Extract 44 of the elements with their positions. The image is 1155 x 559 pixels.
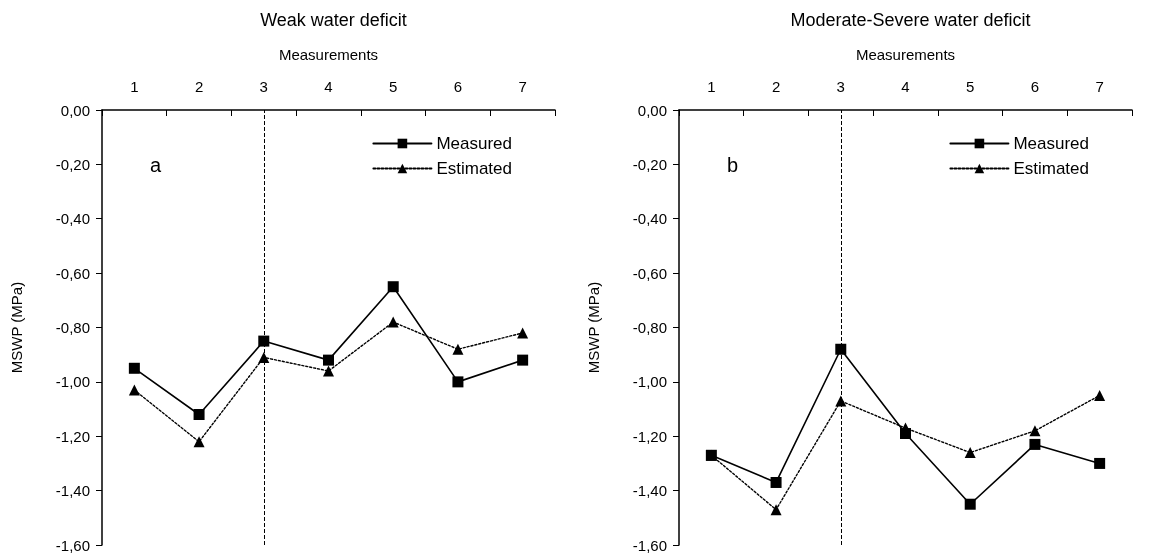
y-tick-label: -0,60 — [55, 264, 90, 282]
x-tick-label: 4 — [901, 78, 910, 95]
x-axis-title: Measurements — [278, 46, 379, 63]
y-tick-label: -1,20 — [55, 427, 90, 445]
chart-title: Moderate-Severe water deficit — [790, 10, 1031, 30]
annotation: b — [727, 154, 739, 176]
x-tick-label: 3 — [836, 78, 845, 95]
x-tick-label: 1 — [130, 78, 139, 95]
y-tick-label: 0,00 — [637, 101, 667, 119]
x-tick-label: 4 — [324, 78, 333, 95]
y-tick-label: -0,20 — [632, 155, 667, 173]
x-tick-label: 5 — [389, 78, 398, 95]
y-tick-label: -1,00 — [632, 373, 667, 391]
annotation: a — [150, 154, 162, 176]
y-tick-label: -0,80 — [55, 319, 90, 336]
x-tick-label: 7 — [518, 78, 527, 95]
y-tick-label: -1,40 — [632, 482, 667, 500]
y-tick-label: -1,40 — [55, 482, 90, 500]
x-tick-label: 7 — [1095, 78, 1104, 95]
x-tick-label: 2 — [194, 78, 204, 95]
y-tick-label: -1,60 — [632, 536, 667, 554]
x-tick-label: 2 — [771, 78, 781, 95]
y-tick-label: -1,20 — [632, 427, 667, 445]
x-axis-title: Measurements — [855, 46, 956, 63]
y-tick-label: -0,60 — [632, 264, 667, 282]
legend-label: Estimated — [1013, 159, 1089, 178]
x-tick-label: 3 — [259, 78, 268, 95]
y-tick-label: -0,40 — [55, 210, 90, 228]
x-tick-label: 1 — [707, 78, 716, 95]
x-tick-label: 6 — [453, 78, 463, 95]
y-tick-label: -0,80 — [632, 319, 667, 336]
x-tick-label: 5 — [966, 78, 975, 95]
y-tick-label: -0,40 — [632, 210, 667, 228]
y-tick-label: 0,00 — [60, 101, 90, 119]
legend-label: Measured — [436, 134, 513, 153]
y-axis-title: MSWP (MPa) — [585, 281, 602, 374]
y-tick-label: -0,20 — [55, 155, 90, 173]
legend-label: Estimated — [436, 159, 512, 178]
chart-title: Weak water deficit — [260, 10, 407, 30]
y-axis-title: MSWP (MPa) — [8, 281, 25, 374]
y-tick-label: -1,00 — [55, 373, 90, 391]
y-tick-label: -1,60 — [55, 536, 90, 554]
x-tick-label: 6 — [1030, 78, 1040, 95]
legend-label: Measured — [1013, 134, 1090, 153]
